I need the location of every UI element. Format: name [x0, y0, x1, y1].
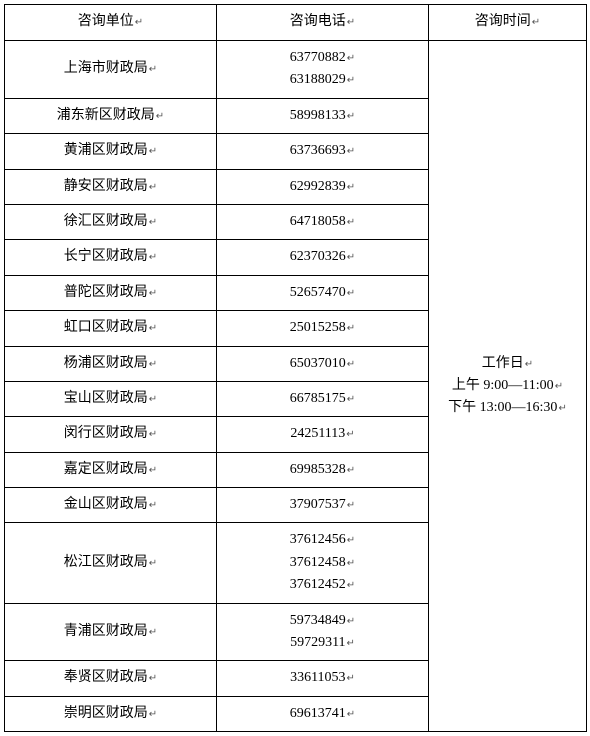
- unit-cell: 上海市财政局↵: [5, 41, 217, 99]
- table-header-row: 咨询单位↵ 咨询电话↵ 咨询时间↵: [5, 5, 587, 41]
- phone-cell: 52657470↵: [217, 275, 429, 310]
- phone-cell: 69613741↵: [217, 696, 429, 731]
- unit-cell: 崇明区财政局↵: [5, 696, 217, 731]
- para-marker-icon: ↵: [347, 673, 355, 684]
- para-marker-icon: ↵: [347, 394, 355, 405]
- phone-cell: 69985328↵: [217, 452, 429, 487]
- table-row: 上海市财政局↵63770882↵63188029↵工作日↵上午 9:00—11:…: [5, 41, 587, 99]
- para-marker-icon: ↵: [149, 627, 157, 638]
- para-marker-icon: ↵: [347, 709, 355, 720]
- unit-cell: 静安区财政局↵: [5, 169, 217, 204]
- phone-cell: 25015258↵: [217, 311, 429, 346]
- unit-cell: 宝山区财政局↵: [5, 381, 217, 416]
- unit-cell: 普陀区财政局↵: [5, 275, 217, 310]
- para-marker-icon: ↵: [555, 381, 563, 392]
- para-marker-icon: ↵: [347, 616, 355, 627]
- para-marker-icon: ↵: [347, 638, 355, 649]
- para-marker-icon: ↵: [149, 323, 157, 334]
- header-time: 咨询时间↵: [429, 5, 587, 41]
- phone-cell: 33611053↵: [217, 661, 429, 696]
- unit-cell: 青浦区财政局↵: [5, 603, 217, 661]
- unit-cell: 黄浦区财政局↵: [5, 134, 217, 169]
- para-marker-icon: ↵: [149, 709, 157, 720]
- para-marker-icon: ↵: [149, 394, 157, 405]
- para-marker-icon: ↵: [149, 429, 157, 440]
- para-marker-icon: ↵: [347, 288, 355, 299]
- phone-cell: 37907537↵: [217, 488, 429, 523]
- phone-cell: 62370326↵: [217, 240, 429, 275]
- para-marker-icon: ↵: [149, 217, 157, 228]
- header-unit: 咨询单位↵: [5, 5, 217, 41]
- para-marker-icon: ↵: [149, 252, 157, 263]
- para-marker-icon: ↵: [347, 182, 355, 193]
- para-marker-icon: ↵: [149, 146, 157, 157]
- para-marker-icon: ↵: [347, 580, 355, 591]
- para-marker-icon: ↵: [347, 75, 355, 86]
- contact-table: 咨询单位↵ 咨询电话↵ 咨询时间↵ 上海市财政局↵63770882↵631880…: [4, 4, 587, 732]
- phone-cell: 59734849↵59729311↵: [217, 603, 429, 661]
- phone-cell: 24251113↵: [217, 417, 429, 452]
- unit-cell: 虹口区财政局↵: [5, 311, 217, 346]
- header-phone: 咨询电话↵: [217, 5, 429, 41]
- para-marker-icon: ↵: [346, 429, 354, 440]
- phone-cell: 37612456↵37612458↵37612452↵: [217, 523, 429, 603]
- para-marker-icon: ↵: [532, 17, 540, 28]
- para-marker-icon: ↵: [135, 17, 143, 28]
- unit-cell: 松江区财政局↵: [5, 523, 217, 603]
- para-marker-icon: ↵: [149, 182, 157, 193]
- para-marker-icon: ↵: [156, 111, 164, 122]
- para-marker-icon: ↵: [149, 673, 157, 684]
- para-marker-icon: ↵: [149, 64, 157, 75]
- para-marker-icon: ↵: [347, 17, 355, 28]
- phone-cell: 58998133↵: [217, 98, 429, 133]
- para-marker-icon: ↵: [149, 288, 157, 299]
- para-marker-icon: ↵: [347, 323, 355, 334]
- unit-cell: 浦东新区财政局↵: [5, 98, 217, 133]
- para-marker-icon: ↵: [149, 359, 157, 370]
- unit-cell: 长宁区财政局↵: [5, 240, 217, 275]
- para-marker-icon: ↵: [149, 500, 157, 511]
- time-cell: 工作日↵上午 9:00—11:00↵下午 13:00—16:30↵: [429, 41, 587, 732]
- phone-cell: 63736693↵: [217, 134, 429, 169]
- unit-cell: 嘉定区财政局↵: [5, 452, 217, 487]
- unit-cell: 金山区财政局↵: [5, 488, 217, 523]
- unit-cell: 徐汇区财政局↵: [5, 204, 217, 239]
- unit-cell: 杨浦区财政局↵: [5, 346, 217, 381]
- phone-cell: 64718058↵: [217, 204, 429, 239]
- phone-cell: 66785175↵: [217, 381, 429, 416]
- phone-cell: 62992839↵: [217, 169, 429, 204]
- phone-cell: 63770882↵63188029↵: [217, 41, 429, 99]
- para-marker-icon: ↵: [525, 359, 533, 370]
- unit-cell: 奉贤区财政局↵: [5, 661, 217, 696]
- para-marker-icon: ↵: [347, 111, 355, 122]
- para-marker-icon: ↵: [347, 558, 355, 569]
- unit-cell: 闵行区财政局↵: [5, 417, 217, 452]
- para-marker-icon: ↵: [347, 146, 355, 157]
- phone-cell: 65037010↵: [217, 346, 429, 381]
- para-marker-icon: ↵: [347, 359, 355, 370]
- para-marker-icon: ↵: [347, 535, 355, 546]
- para-marker-icon: ↵: [347, 252, 355, 263]
- para-marker-icon: ↵: [558, 403, 566, 414]
- para-marker-icon: ↵: [347, 53, 355, 64]
- para-marker-icon: ↵: [347, 465, 355, 476]
- para-marker-icon: ↵: [149, 465, 157, 476]
- para-marker-icon: ↵: [347, 500, 355, 511]
- para-marker-icon: ↵: [149, 558, 157, 569]
- para-marker-icon: ↵: [347, 217, 355, 228]
